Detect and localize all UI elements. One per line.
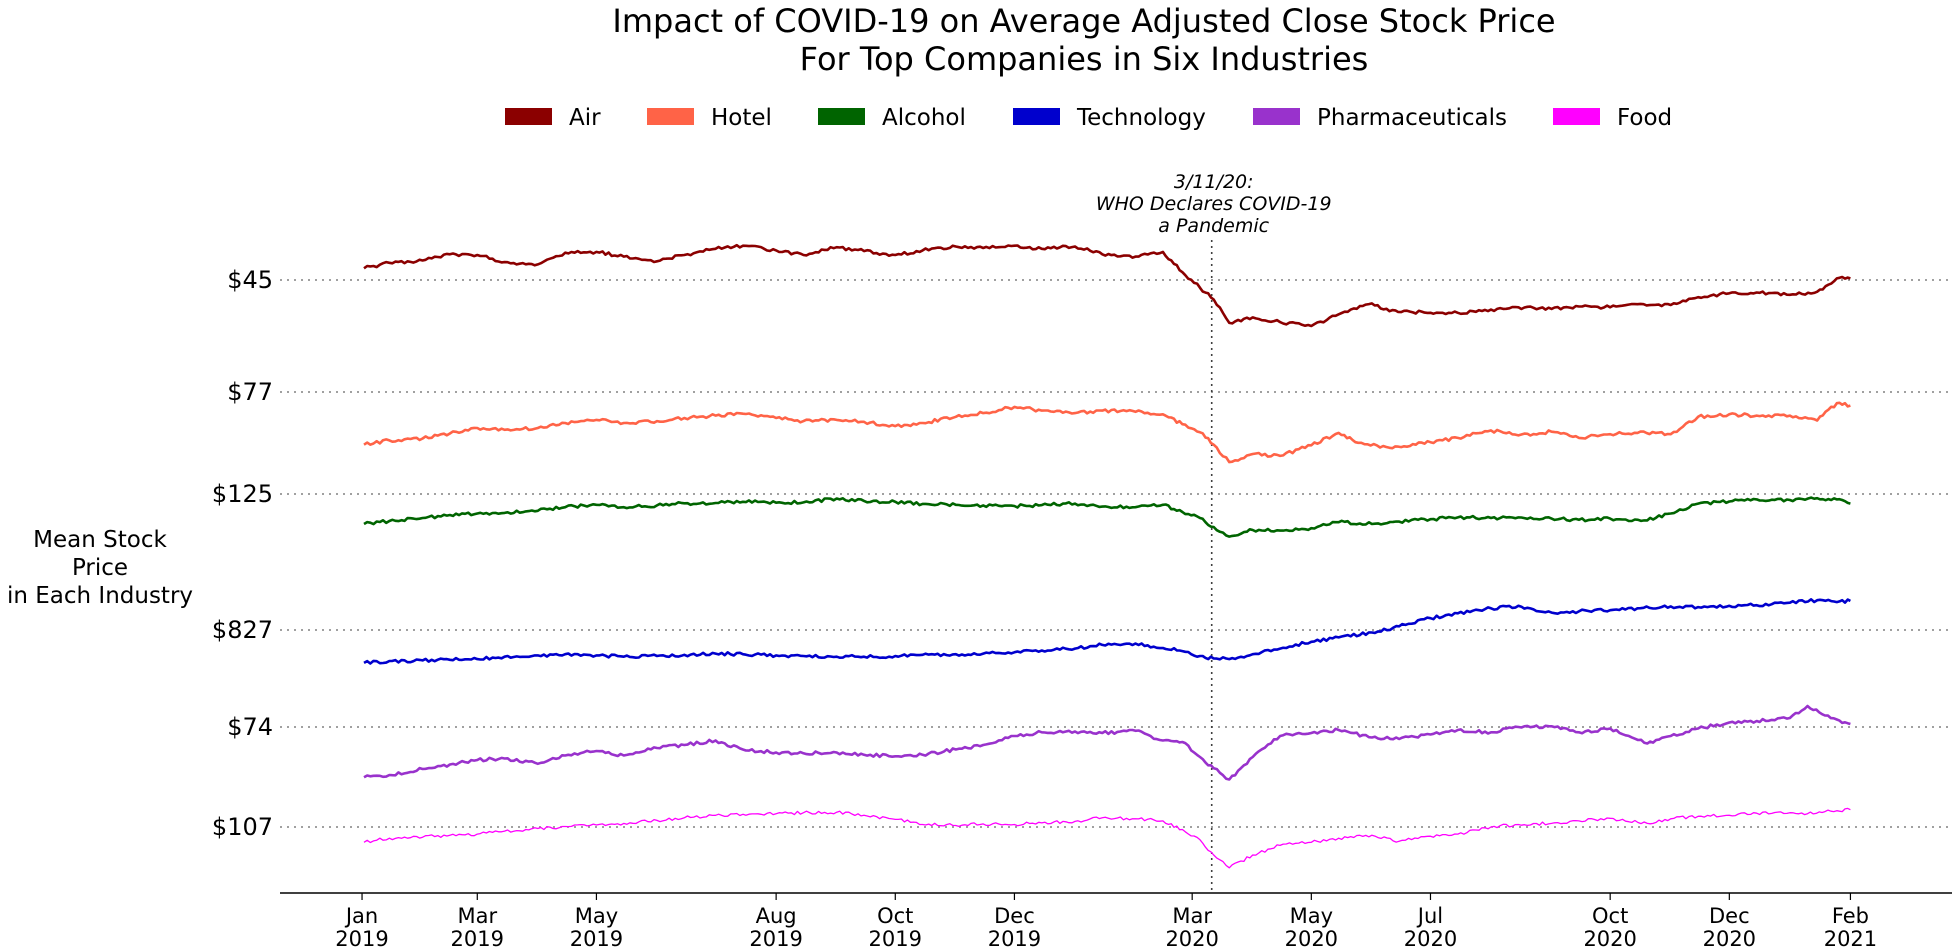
x-tick-month: May: [575, 904, 618, 928]
x-tick-year: 2019: [335, 927, 388, 951]
y-axis-label-line-1: Mean Stock: [33, 527, 167, 553]
x-tick-month: Mar: [1172, 904, 1212, 928]
legend-swatch-technology: [1013, 108, 1060, 125]
chart-title-line1: Impact of COVID-19 on Average Adjusted C…: [612, 2, 1555, 40]
reference-gridlines: [280, 279, 1952, 828]
series-line-hotel: [363, 401, 1851, 464]
legend-swatch-pharmaceuticals: [1253, 108, 1300, 125]
legend-label-pharmaceuticals: Pharmaceuticals: [1317, 105, 1507, 131]
legend-label-alcohol: Alcohol: [882, 105, 966, 131]
series-lines: [363, 243, 1851, 869]
legend-label-hotel: Hotel: [711, 105, 772, 131]
x-tick-month: Aug: [756, 904, 797, 928]
annotation-line-1: 3/11/20:: [1174, 171, 1254, 193]
legend: Air Hotel Alcohol Technology Pharmaceuticals…: [505, 105, 1672, 131]
y-tick-technology: $827: [212, 616, 273, 644]
x-tick-year: 2019: [988, 927, 1041, 951]
x-tick-month: Oct: [1592, 904, 1628, 928]
x-tick-year: 2020: [1404, 927, 1457, 951]
x-tick-year: 2020: [1703, 927, 1756, 951]
x-tick-year: 2020: [1285, 927, 1338, 951]
y-tick-hotel: $77: [227, 378, 273, 406]
x-tick-month: Jan: [344, 904, 378, 928]
x-tick-month: Oct: [877, 904, 913, 928]
legend-label-technology: Technology: [1076, 105, 1206, 131]
chart-title-line2: For Top Companies in Six Industries: [800, 40, 1369, 78]
x-tick-month: Jul: [1416, 904, 1443, 928]
x-tick-month: Dec: [1709, 904, 1750, 928]
x-tick-month: Mar: [457, 904, 497, 928]
series-line-food: [363, 807, 1851, 869]
x-tick-year: 2019: [749, 927, 802, 951]
x-tick-year: 2020: [1583, 927, 1636, 951]
x-tick-year: 2019: [869, 927, 922, 951]
annotation-line-3: a Pandemic: [1158, 215, 1269, 237]
series-line-air: [363, 243, 1851, 328]
x-tick-year: 2021: [1824, 927, 1877, 951]
y-tick-alcohol: $125: [212, 480, 273, 508]
y-tick-pharmaceuticals: $74: [227, 713, 273, 741]
y-axis-label-line-3: in Each Industry: [7, 583, 193, 609]
legend-swatch-food: [1553, 108, 1600, 125]
series-line-pharmaceuticals: [363, 704, 1851, 781]
annotation-line-2: WHO Declares COVID-19: [1096, 193, 1332, 215]
legend-swatch-hotel: [647, 108, 694, 125]
x-axis: Jan2019Mar2019May2019Aug2019Oct2019Dec20…: [280, 892, 1952, 951]
legend-label-food: Food: [1617, 105, 1672, 131]
series-line-alcohol: [363, 496, 1851, 538]
y-tick-air: $45: [227, 266, 273, 294]
legend-swatch-alcohol: [818, 108, 865, 125]
y-tick-food: $107: [212, 813, 273, 841]
x-tick-year: 2020: [1165, 927, 1218, 951]
series-line-technology: [363, 598, 1851, 665]
x-tick-month: May: [1290, 904, 1333, 928]
x-tick-month: Dec: [994, 904, 1035, 928]
x-tick-year: 2019: [451, 927, 504, 951]
chart-title: Impact of COVID-19 on Average Adjusted C…: [612, 2, 1555, 78]
legend-swatch-air: [505, 108, 552, 125]
y-axis-label-line-2: Price: [72, 555, 128, 581]
x-tick-year: 2019: [570, 927, 623, 951]
y-tick-labels: $45 $77 $125 $827 $74 $107: [212, 266, 273, 841]
pandemic-annotation: 3/11/20:WHO Declares COVID-19a Pandemic: [1096, 171, 1332, 893]
x-tick-month: Feb: [1832, 904, 1869, 928]
legend-label-air: Air: [569, 105, 601, 131]
